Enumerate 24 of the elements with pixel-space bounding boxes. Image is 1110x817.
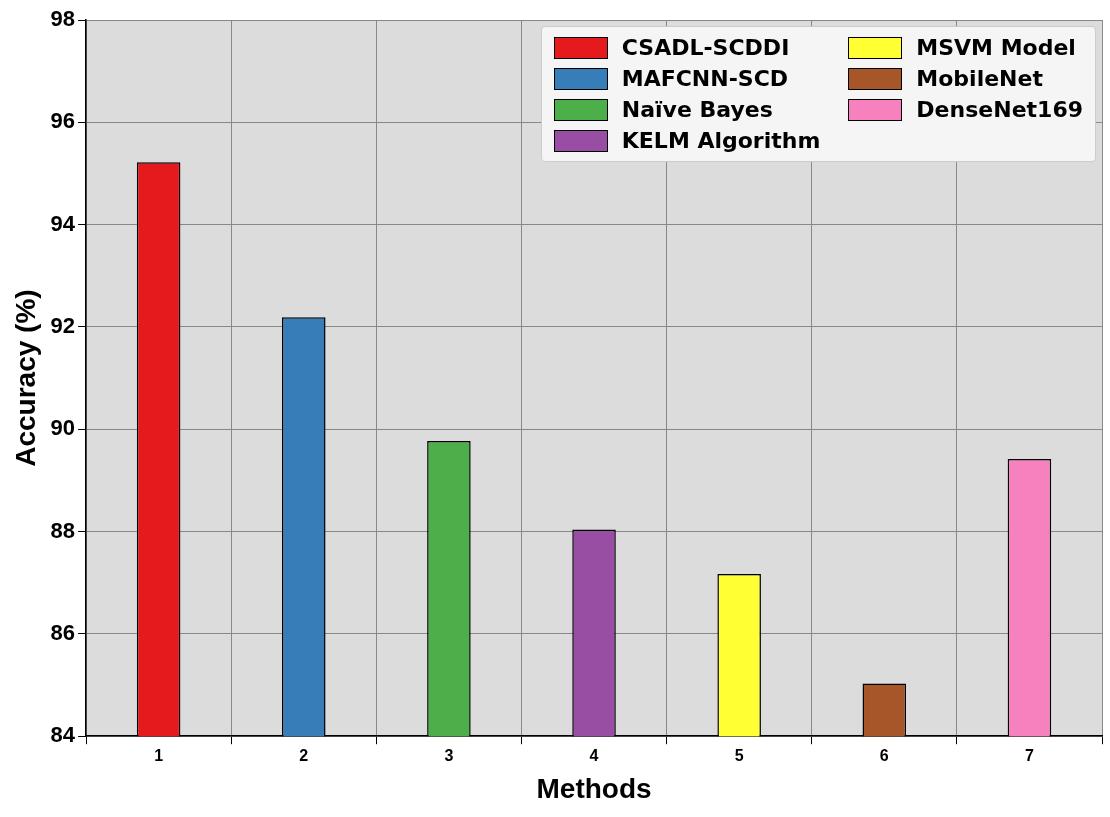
y-axis-title: Accuracy (%) — [9, 289, 41, 467]
x-tick-label: 7 — [1024, 747, 1034, 765]
x-tick-label: 4 — [589, 747, 599, 765]
x-axis-title: Methods — [536, 772, 652, 804]
y-tick-label: 92 — [50, 313, 76, 339]
y-tick-label: 88 — [50, 517, 76, 543]
x-tick-label: 5 — [734, 747, 744, 765]
legend-label: MAFCNN-SCD — [621, 66, 789, 91]
legend-label: MSVM Model — [916, 35, 1076, 60]
legend-label: CSADL-SCDDI — [621, 35, 790, 60]
x-tick-label: 6 — [879, 747, 889, 765]
y-tick-label: 98 — [50, 6, 76, 32]
x-tick-label: 2 — [299, 747, 309, 765]
legend-label: Naïve Bayes — [621, 97, 773, 122]
legend-label: KELM Algorithm — [621, 128, 821, 153]
y-tick-label: 96 — [50, 108, 76, 134]
y-tick-label: 94 — [50, 210, 76, 236]
legend-label: MobileNet — [916, 66, 1043, 91]
y-tick-label: 84 — [50, 722, 76, 748]
legend-label: DenseNet169 — [916, 97, 1083, 122]
y-tick-label: 86 — [50, 619, 76, 645]
x-tick-label: 1 — [154, 747, 164, 765]
x-tick-label: 3 — [444, 747, 454, 765]
y-tick-label: 90 — [50, 415, 76, 441]
